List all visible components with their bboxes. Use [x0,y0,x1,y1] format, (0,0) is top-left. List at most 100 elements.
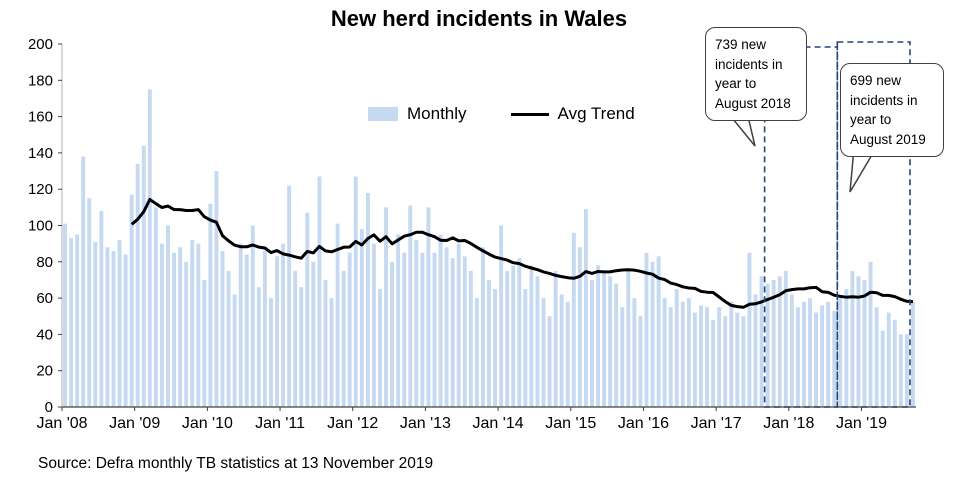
legend-trend-label: Avg Trend [557,104,635,123]
monthly-bar [783,270,788,408]
monthly-bar [105,247,110,407]
monthly-bar [456,243,461,407]
y-axis-label: 0 [45,399,53,416]
monthly-bar [529,265,534,407]
monthly-bar [160,243,164,407]
monthly-bar [759,276,764,407]
x-axis-label: Jan '14 [473,415,524,432]
monthly-bar [365,192,370,407]
monthly-bar [771,279,776,407]
monthly-bar [317,176,322,407]
monthly-bar [256,287,261,407]
monthly-bar [75,234,80,407]
monthly-bar [378,289,382,407]
monthly-bar [487,279,491,407]
x-axis-label: Jan '11 [255,415,305,432]
monthly-bar [747,252,752,407]
monthly-bar [620,307,625,407]
x-axis-label: Jan '12 [327,415,378,432]
monthly-bar [220,250,225,407]
monthly-bar [614,283,619,407]
monthly-bar [602,270,607,408]
x-axis-label: Jan '10 [182,415,233,432]
monthly-bar [662,298,667,407]
monthly-bar [474,298,479,407]
legend-monthly-label: Monthly [407,104,467,123]
monthly-bar [275,256,279,407]
monthly-bar [583,209,588,407]
monthly-bar [886,312,891,407]
monthly-bar [850,270,855,408]
legend-trend-swatch [510,112,549,116]
monthly-bar [190,240,195,407]
monthly-bar [608,276,613,407]
y-axis-label: 160 [28,109,53,126]
monthly-bar [898,334,903,407]
y-axis-label: 80 [36,254,53,271]
monthly-bar [814,312,819,407]
monthly-bar [596,265,600,407]
monthly-bar [172,252,176,407]
monthly-bar [153,207,158,407]
monthly-bar [408,205,413,407]
monthly-bar [735,312,740,407]
monthly-bar [686,298,691,407]
monthly-bar [723,316,728,407]
monthly-bar [523,289,528,407]
monthly-bar [571,232,576,407]
monthly-bar [208,203,213,407]
monthly-bar [432,252,437,407]
monthly-bar [795,307,800,407]
monthly-bar [717,307,722,407]
monthly-bar [262,250,267,407]
monthly-bar [553,270,558,408]
x-axis-label: Jan '19 [836,415,887,432]
callout-739-text: 739 new incidents in year to August 2018 [715,37,791,111]
trend-line [130,198,914,309]
monthly-bar [359,229,364,407]
monthly-bar [511,265,516,407]
monthly-bar [117,240,122,407]
monthly-bar [462,256,467,407]
monthly-bar [729,301,734,407]
monthly-bar [565,301,570,407]
monthly-bar [311,261,316,407]
monthly-bar [244,254,249,407]
monthly-bar [426,207,431,407]
monthly-bar [838,298,843,407]
monthly-bar [862,279,867,407]
monthly-bar [517,258,522,407]
monthly-bar [802,301,806,407]
monthly-bar [390,261,395,407]
monthly-bar [281,243,286,407]
monthly-bar [269,298,273,407]
monthly-bar [826,301,831,407]
monthly-bar [63,223,67,407]
monthly-bar [535,276,540,407]
monthly-bar [196,243,201,407]
monthly-bar [499,225,504,407]
monthly-bar [493,289,497,407]
callout-699-text: 699 new incidents in year to August 2019 [850,73,926,147]
monthly-bar [892,319,897,407]
monthly-bar [135,163,140,407]
x-axis-label: Jan '15 [545,415,596,432]
monthly-bar [99,210,104,407]
monthly-bar [711,319,716,407]
monthly-bar [674,289,679,407]
monthly-bar [699,305,703,407]
monthly-bar [111,250,116,407]
monthly-bar [202,279,207,407]
monthly-bar [765,283,770,407]
monthly-bar [414,240,419,407]
monthly-bar [481,247,485,407]
monthly-bar [541,298,546,407]
chart-title: New herd incidents in Wales [330,6,628,31]
monthly-bar [238,243,243,407]
monthly-bar [438,234,443,407]
monthly-bar [468,270,473,408]
monthly-bar [81,156,86,407]
monthly-bar [323,279,328,407]
monthly-bar [420,252,425,407]
monthly-bar [880,330,885,407]
